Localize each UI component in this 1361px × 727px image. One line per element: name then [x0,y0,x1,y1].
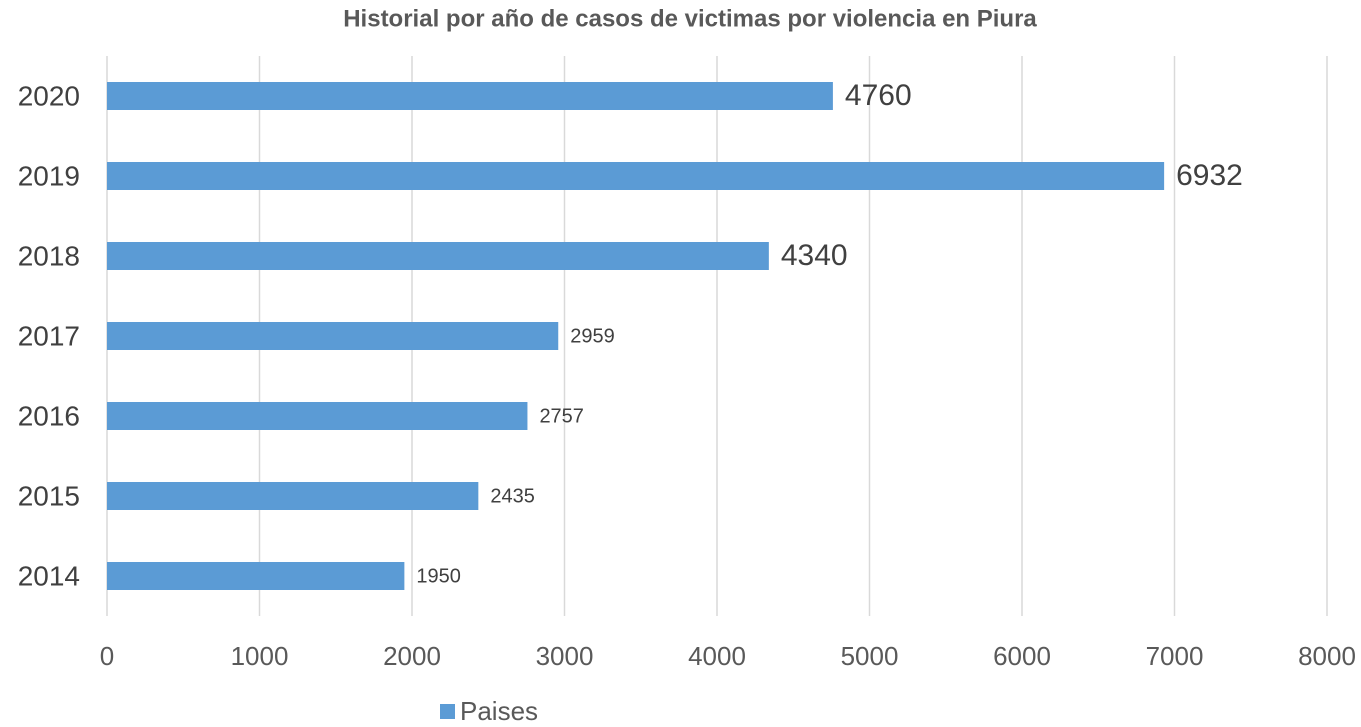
y-tick-label: 2015 [18,480,80,511]
legend-label: Paises [460,696,538,726]
bar [107,562,405,590]
x-tick-label: 8000 [1298,641,1356,671]
x-tick-label: 2000 [383,641,441,671]
y-tick-label: 2020 [18,80,80,111]
x-tick-label: 1000 [231,641,289,671]
value-label: 4340 [781,239,848,272]
chart-title: Historial por año de casos de victimas p… [343,5,1037,32]
bar [107,82,833,110]
x-tick-label: 7000 [1146,641,1204,671]
value-label: 2959 [570,325,615,347]
bar [107,162,1165,190]
y-tick-label: 2014 [18,560,80,591]
value-label: 1950 [416,565,461,587]
legend-swatch [440,704,455,719]
value-label: 2435 [490,485,535,507]
y-tick-label: 2019 [18,160,80,191]
y-tick-label: 2018 [18,240,80,271]
y-tick-label: 2016 [18,400,80,431]
x-tick-label: 3000 [536,641,594,671]
x-tick-label: 0 [100,641,114,671]
y-tick-label: 2017 [18,320,80,351]
bar [107,322,559,350]
x-tick-label: 5000 [841,641,899,671]
value-label: 6932 [1176,159,1243,192]
x-tick-label: 6000 [993,641,1051,671]
x-tick-label: 4000 [688,641,746,671]
value-label: 2757 [539,405,584,427]
value-label: 4760 [845,79,912,112]
bar [107,242,769,270]
bar [107,402,528,430]
bar [107,482,479,510]
